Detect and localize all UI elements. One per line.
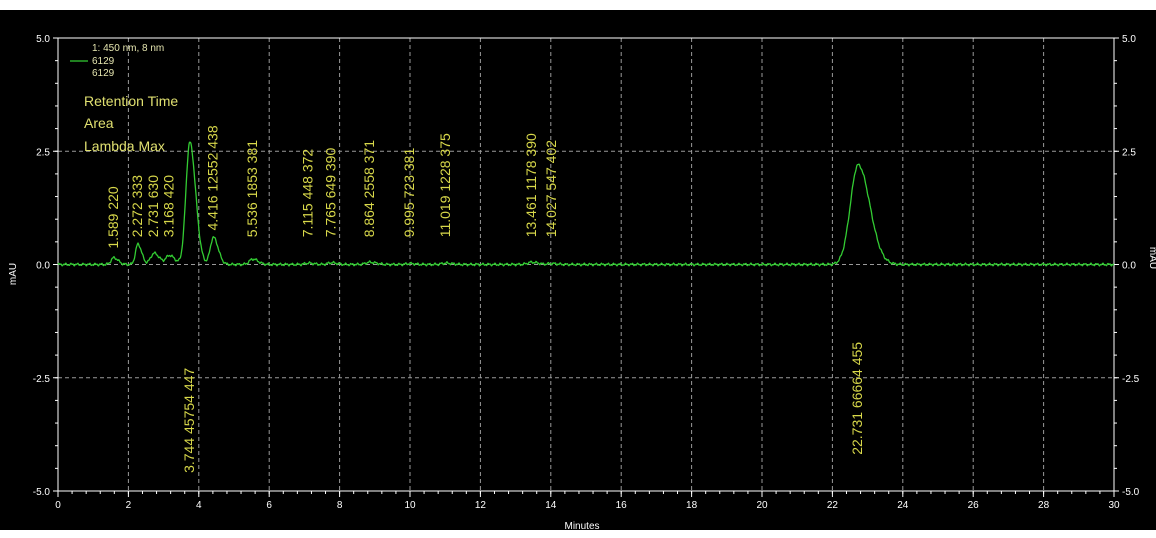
peak-label: 8.864 2558 371: [361, 140, 377, 238]
x-axis-title: Minutes: [564, 521, 599, 532]
peak-label: 4.416 12552 438: [204, 125, 220, 230]
y-tick-label-left: 0.0: [36, 261, 50, 272]
tick-labels: 0 2 4 6 8 10 12 14 16 18 20 22 24 26 28 305.0 5.02.5 2.50…: [33, 34, 1140, 511]
x-tick-label: 16: [616, 500, 628, 511]
x-tick-label: 14: [545, 500, 557, 511]
legend-key-area: Area: [84, 115, 114, 131]
x-tick-label: 12: [475, 500, 487, 511]
x-tick-label: 10: [404, 500, 416, 511]
x-tick-label: 8: [337, 500, 343, 511]
y-tick-label-right: -5.0: [1122, 487, 1140, 498]
x-tick-label: 22: [827, 500, 839, 511]
x-tick-label: 24: [897, 500, 909, 511]
peak-label: 3.168 420: [161, 175, 177, 237]
peak-label: 22.731 66664 455: [849, 342, 865, 455]
x-tick-label: 26: [968, 500, 980, 511]
peak-label: 9.995 723 381: [401, 148, 417, 238]
peak-label: 5.536 1853 381: [244, 140, 260, 238]
legend-key-lambda-max: Lambda Max: [84, 138, 165, 154]
peak-label: 1.589 220: [105, 186, 121, 248]
x-tick-label: 0: [55, 500, 61, 511]
chromatogram-trace: [57, 141, 1115, 267]
peak-label: 3.744 45754 447: [181, 368, 197, 473]
peak-label: 14.027 547 402: [543, 140, 559, 238]
y-tick-label-left: -2.5: [33, 374, 51, 385]
x-tick-label: 28: [1038, 500, 1050, 511]
y-tick-label-left: 2.5: [36, 147, 50, 158]
peak-labels: 1.589 220 2.272 333 2.731 630 3.168 420 3.74…: [105, 125, 865, 473]
peak-label: 13.461 1178 390: [523, 133, 539, 237]
chart-background: [0, 10, 1156, 530]
y-axis-title-left: mAU: [8, 263, 19, 285]
x-tick-label: 20: [756, 500, 768, 511]
legend: 1: 450 nm, 8 nm 6129 6129 Retention Time…: [70, 43, 178, 154]
x-tick-label: 6: [266, 500, 272, 511]
legend-series-1: 6129: [92, 56, 115, 67]
y-tick-label-right: 0.0: [1122, 261, 1136, 272]
legend-key-retention-time: Retention Time: [84, 93, 178, 109]
y-tick-label-right: 5.0: [1122, 34, 1136, 45]
y-tick-label-right: -2.5: [1122, 374, 1140, 385]
y-tick-label-left: 5.0: [36, 34, 50, 45]
x-tick-label: 18: [686, 500, 698, 511]
x-tick-label: 2: [126, 500, 132, 511]
y-tick-label-left: -5.0: [33, 487, 51, 498]
legend-channel: 1: 450 nm, 8 nm: [92, 43, 164, 54]
y-tick-label-right: 2.5: [1122, 147, 1136, 158]
peak-label: 2.731 630: [145, 175, 161, 237]
peak-label: 2.272 333: [129, 175, 145, 237]
peak-label: 7.115 448 372: [299, 149, 315, 238]
legend-series-2: 6129: [92, 68, 115, 79]
peak-label: 11.019 1228 375: [437, 133, 453, 237]
x-tick-label: 30: [1108, 500, 1120, 511]
x-tick-label: 4: [196, 500, 202, 511]
peak-label: 7.765 649 390: [322, 148, 338, 238]
y-axis-title-right: mAU: [1147, 247, 1156, 269]
